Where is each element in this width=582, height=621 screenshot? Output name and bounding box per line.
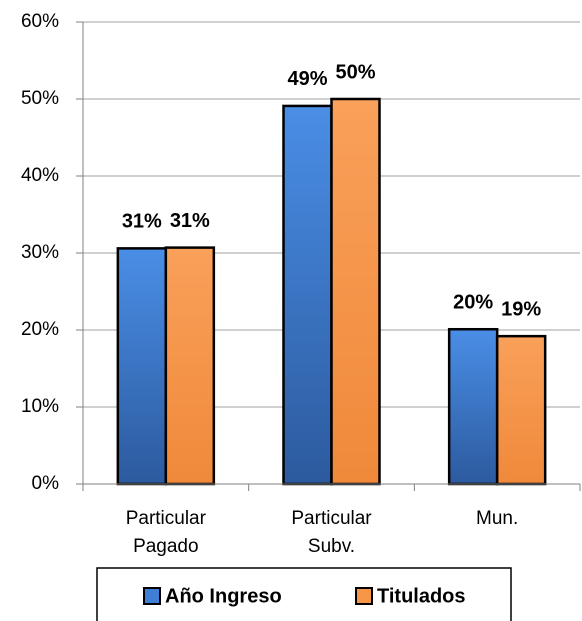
y-tick-label: 0% [32, 473, 60, 494]
y-tick-label: 10% [21, 396, 59, 417]
y-tick-label: 20% [21, 319, 59, 340]
x-tick-label: Mun. [476, 508, 518, 529]
bar [116, 247, 168, 486]
legend-label: Año Ingreso [165, 585, 282, 607]
y-tick-label: 30% [21, 242, 59, 263]
bar [282, 104, 333, 486]
legend-swatch [355, 587, 373, 605]
legend-swatch [143, 587, 161, 605]
value-label: 50% [335, 61, 375, 83]
bar [330, 97, 381, 486]
y-tick-label: 50% [21, 88, 59, 109]
value-label: 31% [170, 210, 210, 232]
legend-box [96, 567, 512, 621]
x-tick-label: Particular [126, 508, 207, 529]
y-tick-label: 40% [21, 165, 59, 186]
bar [495, 334, 547, 486]
bar [447, 327, 499, 486]
value-label: 20% [453, 292, 493, 314]
y-tick-label: 60% [21, 11, 59, 32]
value-label: 31% [122, 211, 162, 233]
legend-label: Titulados [377, 585, 466, 607]
x-tick-label: Subv. [308, 536, 355, 557]
value-label: 49% [287, 68, 327, 90]
x-tick-label: Particular [291, 508, 372, 529]
legend: Año Ingreso Titulados [96, 567, 512, 621]
x-tick-label: Pagado [133, 536, 199, 557]
bar [164, 246, 216, 486]
value-label: 19% [501, 298, 541, 320]
